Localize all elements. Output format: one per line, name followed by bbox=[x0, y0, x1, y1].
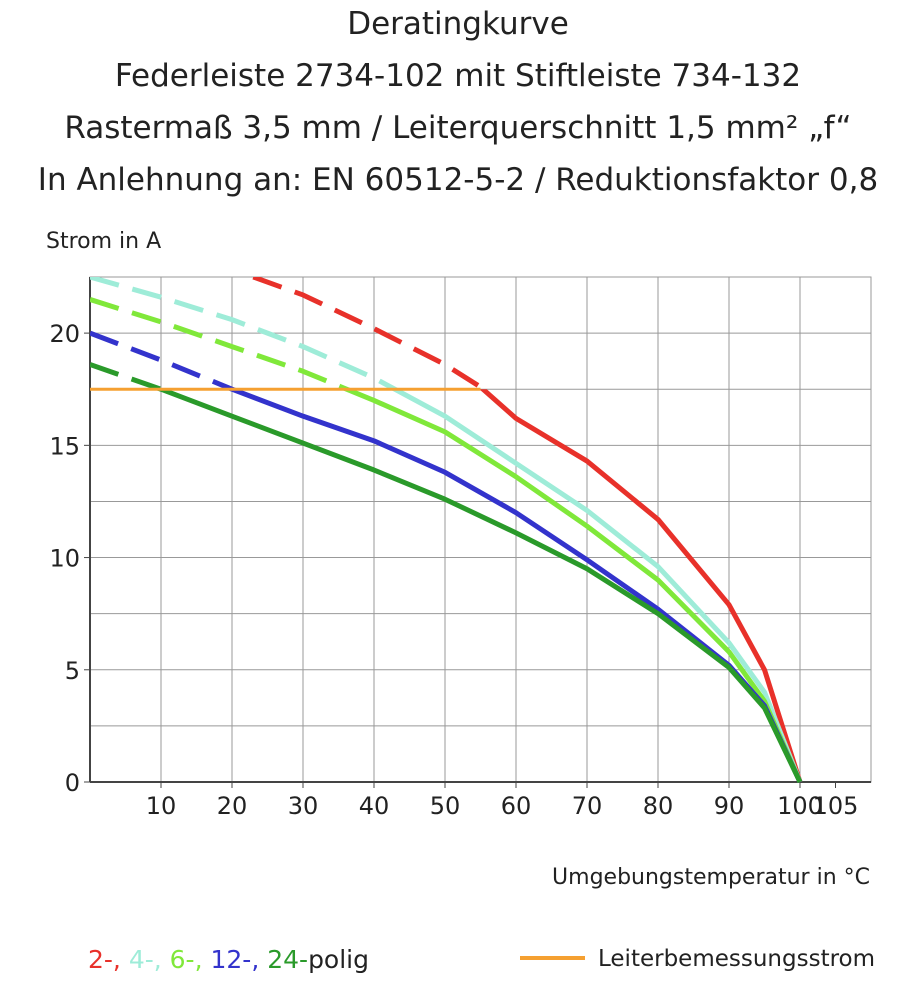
series-line bbox=[252, 277, 487, 390]
x-tick-label: 40 bbox=[359, 792, 390, 820]
series-line bbox=[153, 389, 803, 784]
legend: 2-, 4-, 6-, 12-, 24-polig bbox=[88, 945, 369, 974]
x-tick-label: 60 bbox=[501, 792, 532, 820]
chart-title: In Anlehnung an: EN 60512-5-2 / Reduktio… bbox=[38, 162, 878, 198]
x-tick-label: 70 bbox=[572, 792, 603, 820]
x-axis-label: Umgebungstemperatur in °C bbox=[552, 865, 870, 890]
y-tick-label: 5 bbox=[65, 657, 80, 685]
chart-title: Deratingkurve bbox=[347, 6, 569, 42]
x-tick-label: 80 bbox=[643, 792, 674, 820]
plot-area bbox=[89, 276, 872, 783]
legend-entry: Leiterbemessungsstrom bbox=[598, 946, 875, 972]
x-tick-label: 105 bbox=[813, 792, 859, 820]
legend-entry: 12-, bbox=[210, 945, 259, 974]
x-tick-label: 100 bbox=[777, 792, 823, 820]
chart-title: Federleiste 2734-102 mit Stiftleiste 734… bbox=[115, 58, 801, 94]
y-tick-label: 20 bbox=[49, 320, 80, 348]
x-tick-label: 20 bbox=[217, 792, 248, 820]
legend-entry: 2-, bbox=[88, 945, 121, 974]
legend-entry: 24- bbox=[267, 945, 308, 974]
x-tick-label: 50 bbox=[430, 792, 461, 820]
x-tick-label: 30 bbox=[288, 792, 319, 820]
y-tick-label: 15 bbox=[49, 432, 80, 460]
legend-entry: 6-, bbox=[170, 945, 203, 974]
y-tick-label: 0 bbox=[65, 769, 80, 797]
legend-entry: 4-, bbox=[129, 945, 162, 974]
series-line bbox=[340, 389, 803, 784]
chart-title: Rastermaß 3,5 mm / Leiterquerschnitt 1,5… bbox=[64, 110, 851, 146]
series-line bbox=[90, 277, 401, 390]
series-line bbox=[90, 297, 354, 390]
y-axis-label: Strom in A bbox=[46, 229, 161, 254]
x-tick-label: 10 bbox=[146, 792, 177, 820]
series-line bbox=[90, 330, 240, 390]
y-tick-label: 10 bbox=[49, 545, 80, 573]
series-line bbox=[479, 389, 803, 783]
series-line bbox=[389, 389, 803, 783]
x-tick-label: 90 bbox=[714, 792, 745, 820]
legend-suffix: polig bbox=[308, 945, 369, 974]
